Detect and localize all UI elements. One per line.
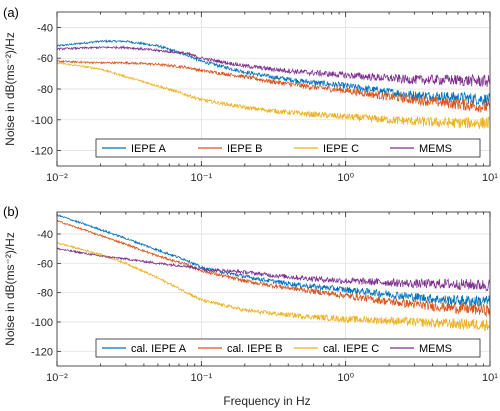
x-tick-label: 10⁰	[337, 172, 354, 184]
panel-label-a: (a)	[3, 5, 19, 20]
y-tick-label: -80	[37, 288, 53, 300]
legend-b: cal. IEPE A cal. IEPE B cal. IEPE C MEMS	[95, 338, 481, 358]
plot-frame-b	[56, 211, 491, 367]
series-line-a-2	[57, 59, 490, 113]
legend-label: MEMS	[419, 343, 452, 355]
y-tick-label: -100	[31, 115, 53, 127]
legend-box	[95, 138, 481, 158]
legend-label: IEPE A	[131, 143, 167, 155]
x-tick-label: 10⁻²	[46, 372, 68, 384]
x-tick-label: 10⁻¹	[190, 172, 212, 184]
y-axis-label-a: Noise in dB(ms⁻²)/Hz	[3, 32, 17, 146]
legend-a: IEPE A IEPE B IEPE C MEMS	[95, 138, 481, 158]
x-tick-label: 10¹	[482, 372, 498, 384]
series-line-a-3	[57, 61, 490, 129]
series-line-b-1	[57, 213, 490, 307]
legend-box	[95, 338, 481, 358]
x-tick-label: 10⁻¹	[190, 372, 212, 384]
y-tick-label: -40	[37, 22, 53, 34]
y-tick-label: -60	[37, 53, 53, 65]
y-tick-label: -120	[31, 146, 53, 158]
legend-label: cal. IEPE B	[227, 343, 283, 355]
series-line-a-4	[57, 45, 490, 88]
legend-label: IEPE B	[227, 143, 262, 155]
x-tick-label: 10⁻²	[46, 172, 68, 184]
y-tick-label: -100	[31, 317, 53, 329]
ticks-a: -40 -60 -80 -100 -120 10⁻² 10⁻¹ 10⁰ 10¹	[31, 12, 498, 184]
series-line-b-3	[57, 241, 490, 332]
y-tick-label: -60	[37, 258, 53, 270]
y-tick-label: -40	[37, 229, 53, 241]
y-axis-label-b: Noise in dB(ms⁻²)/Hz	[3, 232, 17, 346]
y-tick-label: -120	[31, 346, 53, 358]
series-line-b-2	[57, 219, 490, 318]
series-group-a	[57, 39, 490, 129]
series-group-b	[57, 213, 490, 332]
panel-label-b: (b)	[3, 204, 19, 219]
x-tick-label: 10¹	[482, 172, 498, 184]
panel-a: (a) -40 -60 -80 -100 -120 10⁻² 10⁻¹ 10⁰ 10¹ IEPE…	[3, 5, 498, 184]
x-axis-label: Frequency in Hz	[223, 394, 310, 408]
series-line-b-4	[57, 247, 490, 292]
x-tick-label: 10⁰	[337, 372, 354, 384]
series-line-a-1	[57, 39, 490, 107]
legend-label: cal. IEPE A	[131, 343, 187, 355]
ticks-b: -40 -60 -80 -100 -120 10⁻² 10⁻¹ 10⁰ 10¹	[31, 212, 498, 384]
panel-b: (b) -40 -60 -80 -100 -120 10⁻² 10⁻¹ 10⁰ 10¹ cal.…	[3, 204, 498, 384]
legend-label: MEMS	[419, 143, 452, 155]
legend-label: IEPE C	[323, 143, 359, 155]
legend-label: cal. IEPE C	[323, 343, 379, 355]
grid-a	[56, 12, 490, 166]
y-tick-label: -80	[37, 84, 53, 96]
